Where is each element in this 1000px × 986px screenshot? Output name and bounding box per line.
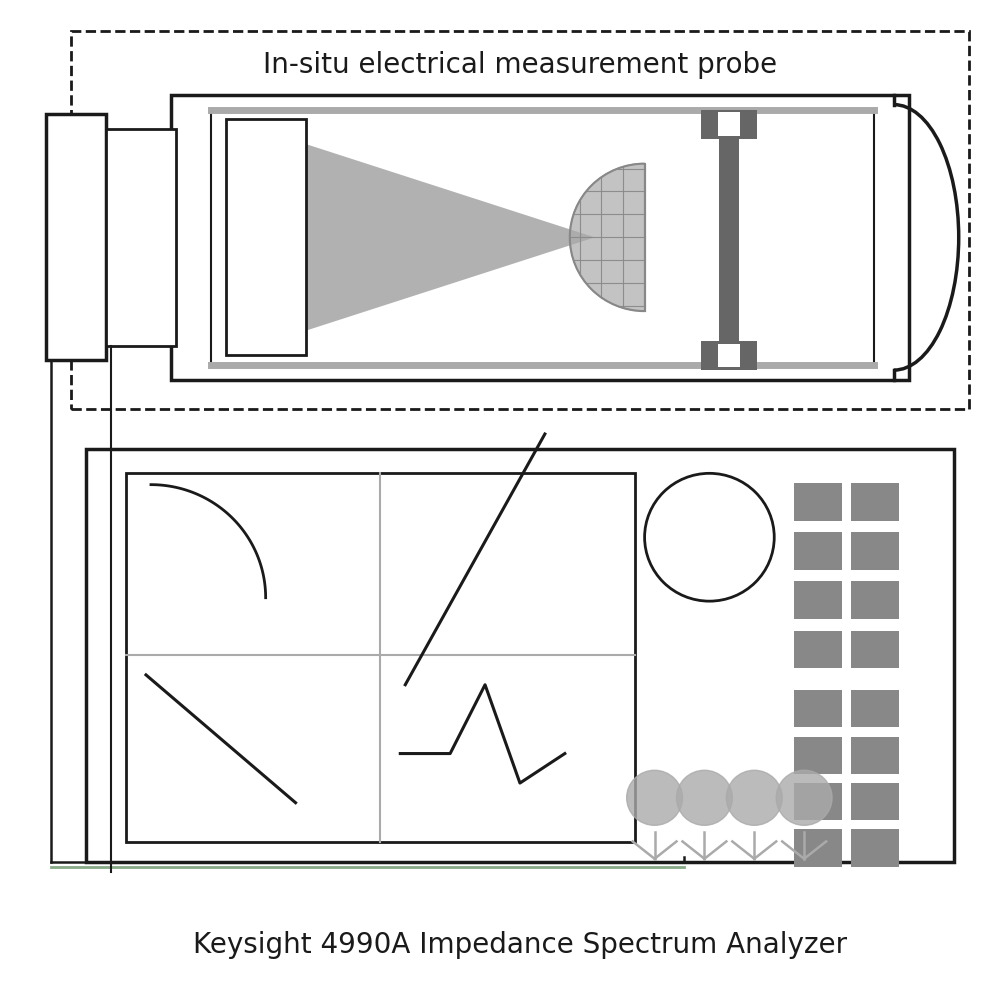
Bar (851, 631, 899, 668)
Bar (851, 689, 899, 727)
Bar (701, 109, 757, 139)
Bar (71, 31, 969, 409)
Bar (126, 473, 635, 842)
Polygon shape (570, 164, 645, 312)
Bar (794, 483, 842, 521)
Bar (211, 109, 874, 365)
Bar (718, 112, 740, 136)
Bar (106, 129, 176, 345)
Bar (851, 737, 899, 774)
Bar (794, 829, 842, 867)
Bar (701, 340, 757, 370)
Circle shape (677, 770, 732, 825)
Bar (794, 532, 842, 570)
Text: Keysight 4990A Impedance Spectrum Analyzer: Keysight 4990A Impedance Spectrum Analyz… (193, 932, 847, 959)
Bar (86, 449, 954, 862)
Bar (719, 109, 739, 370)
Text: In-situ electrical measurement probe: In-situ electrical measurement probe (263, 51, 777, 79)
Circle shape (627, 770, 682, 825)
Bar (851, 532, 899, 570)
Bar (851, 829, 899, 867)
Bar (226, 119, 306, 355)
Bar (851, 483, 899, 521)
Bar (851, 783, 899, 820)
Bar (794, 783, 842, 820)
Polygon shape (306, 144, 595, 330)
Bar (794, 737, 842, 774)
Circle shape (776, 770, 832, 825)
Bar (46, 114, 106, 360)
Bar (718, 343, 740, 367)
Circle shape (726, 770, 782, 825)
Bar (794, 582, 842, 619)
Bar (171, 95, 909, 380)
Bar (794, 689, 842, 727)
Bar (794, 631, 842, 668)
Bar (851, 582, 899, 619)
